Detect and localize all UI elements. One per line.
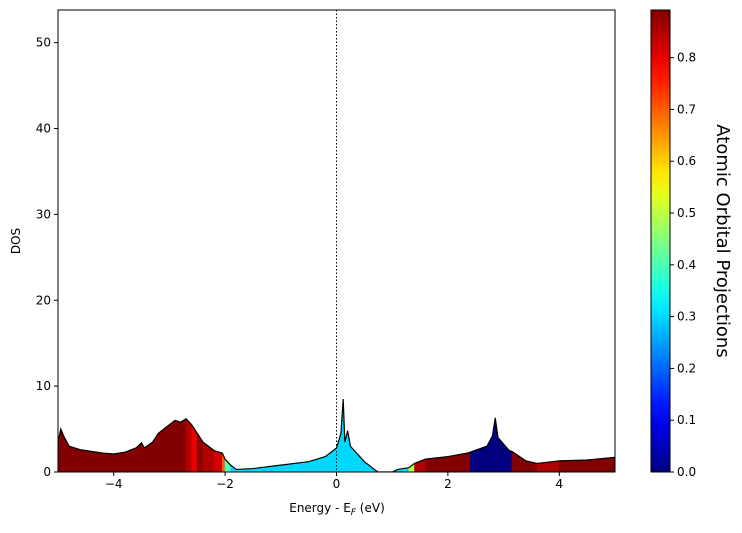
dos-fill-segment — [102, 452, 114, 472]
dos-fill-segment — [213, 450, 223, 472]
y-tick-label: 0 — [43, 465, 51, 479]
dos-fill-segment — [174, 420, 181, 472]
colorbar-label: Atomic Orbital Projections — [712, 124, 733, 357]
x-tick-label: −2 — [216, 477, 234, 491]
x-label-tail: (eV) — [356, 501, 385, 515]
dos-fill-segment — [196, 432, 204, 472]
x-tick-label: 2 — [444, 477, 452, 491]
dos-fill-segment — [508, 450, 513, 472]
dos-line — [58, 398, 615, 472]
y-tick-label: 20 — [36, 293, 51, 307]
dos-fill-segment — [91, 451, 103, 472]
dos-fill-segment — [152, 432, 159, 472]
colorbar-tick-label: 0.8 — [677, 51, 696, 65]
x-label-sub: F — [351, 508, 357, 518]
plot-area — [58, 10, 615, 472]
colorbar-tick-label: 0.3 — [677, 310, 696, 324]
colorbar-tick-label: 0.2 — [677, 361, 696, 375]
dos-fill-segment — [467, 451, 471, 472]
colorbar-tick-label: 0.4 — [677, 258, 696, 272]
dos-fill-segment — [180, 418, 187, 472]
x-axis-label: Energy - EF (eV) — [289, 501, 385, 518]
dos-fill-segment — [113, 451, 126, 472]
dos-fill-segment — [511, 450, 527, 472]
dos-fill-segment — [79, 449, 92, 472]
y-tick-label: 30 — [36, 207, 51, 221]
colorbar-tick-label: 0.7 — [677, 102, 696, 116]
y-tick-label: 10 — [36, 379, 51, 393]
dos-fill-segment — [224, 458, 231, 472]
dos-fill-segment — [469, 445, 488, 472]
dos-fill-segment — [169, 419, 176, 472]
y-axis-label: DOS — [9, 228, 23, 254]
x-label-main: Energy - E — [289, 501, 351, 515]
x-tick-label: −4 — [105, 477, 123, 491]
colorbar-tick-label: 0.1 — [677, 413, 696, 427]
dos-fill-segment — [68, 445, 81, 472]
colorbar-tick-label: 0.6 — [677, 154, 696, 168]
dos-fill-segment — [558, 459, 588, 472]
y-tick-label: 40 — [36, 122, 51, 136]
colorbar-tick-label: 0.5 — [677, 206, 696, 220]
x-tick-label: 4 — [555, 477, 563, 491]
colorbar-tick-label: 0.0 — [677, 465, 696, 479]
dos-fill-segment — [497, 436, 510, 472]
x-tick-label: 0 — [333, 477, 341, 491]
dos-fill-segment — [586, 457, 615, 472]
y-tick-label: 50 — [36, 36, 51, 50]
dos-fill-segment — [185, 417, 192, 472]
colorbar — [650, 9, 671, 473]
